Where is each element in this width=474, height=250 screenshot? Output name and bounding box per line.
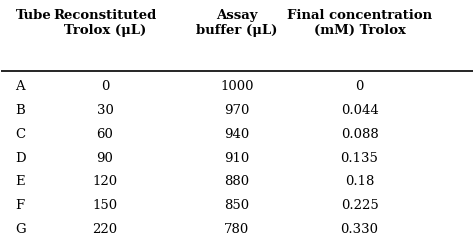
Text: 0: 0: [101, 80, 109, 94]
Text: Tube: Tube: [16, 9, 51, 22]
Text: 0.088: 0.088: [341, 128, 378, 141]
Text: 780: 780: [224, 223, 250, 236]
Text: 90: 90: [97, 152, 113, 165]
Text: 970: 970: [224, 104, 250, 117]
Text: D: D: [16, 152, 26, 165]
Text: Reconstituted
Trolox (μL): Reconstituted Trolox (μL): [54, 9, 157, 37]
Text: 0.330: 0.330: [340, 223, 379, 236]
Text: 0.18: 0.18: [345, 176, 374, 188]
Text: C: C: [16, 128, 26, 141]
Text: G: G: [16, 223, 26, 236]
Text: F: F: [16, 199, 25, 212]
Text: 1000: 1000: [220, 80, 254, 94]
Text: 0.044: 0.044: [341, 104, 378, 117]
Text: 850: 850: [224, 199, 250, 212]
Text: 940: 940: [224, 128, 250, 141]
Text: 60: 60: [97, 128, 113, 141]
Text: 0.135: 0.135: [341, 152, 378, 165]
Text: Final concentration
(mM) Trolox: Final concentration (mM) Trolox: [287, 9, 432, 37]
Text: B: B: [16, 104, 25, 117]
Text: E: E: [16, 176, 25, 188]
Text: 0: 0: [356, 80, 364, 94]
Text: 910: 910: [224, 152, 250, 165]
Text: 120: 120: [92, 176, 118, 188]
Text: 150: 150: [92, 199, 118, 212]
Text: 30: 30: [97, 104, 113, 117]
Text: 220: 220: [92, 223, 118, 236]
Text: 0.225: 0.225: [341, 199, 378, 212]
Text: A: A: [16, 80, 25, 94]
Text: 880: 880: [224, 176, 250, 188]
Text: Assay
buffer (μL): Assay buffer (μL): [196, 9, 278, 37]
